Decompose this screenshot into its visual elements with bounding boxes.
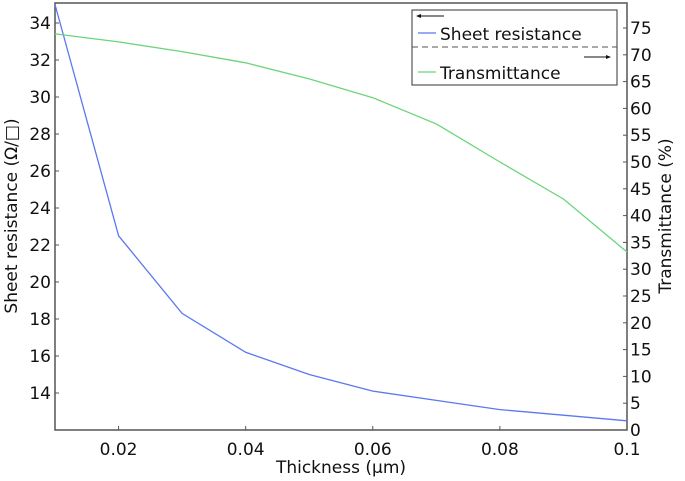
- legend-label-sheet-resistance: Sheet resistance: [440, 25, 582, 45]
- y-tick-label: 22: [29, 236, 51, 256]
- series-line-sheet-resistance: [54, 4, 628, 422]
- y-tick-label: 14: [29, 384, 51, 404]
- y2-tick-label: 5: [630, 394, 641, 414]
- y-tick-label: 20: [29, 273, 51, 293]
- plot-border: [54, 2, 628, 431]
- y2-tick-label: 0: [630, 421, 641, 441]
- y2-tick-label: 25: [630, 287, 652, 307]
- series-layer: [54, 4, 628, 422]
- x-tick-label: 0.04: [227, 440, 265, 460]
- y2-tick-label: 70: [630, 46, 652, 66]
- y2-tick-label: 15: [630, 341, 652, 361]
- x-axis: 0.02 0.04 0.06 0.08 0.1: [100, 426, 641, 460]
- y-tick-label: 34: [29, 14, 51, 34]
- y-axis-left-title: Sheet resistance (Ω/□): [2, 118, 22, 313]
- y2-tick-label: 45: [630, 180, 652, 200]
- x-tick-label: 0.08: [481, 440, 519, 460]
- y-tick-label: 18: [29, 310, 51, 330]
- right-arrow-head-icon: [606, 55, 611, 59]
- y-axis-left: 14 16 18 20 22 24 26 28 30 32 34: [29, 14, 59, 404]
- y2-tick-label: 65: [630, 73, 652, 93]
- x-axis-title: Thickness (µm): [275, 458, 406, 478]
- series-line-transmittance: [54, 33, 628, 253]
- x-tick-label: 0.02: [100, 440, 138, 460]
- legend-label-transmittance: Transmittance: [439, 64, 561, 84]
- y-tick-label: 28: [29, 125, 51, 145]
- y2-tick-label: 55: [630, 126, 652, 146]
- left-arrow-head-icon: [416, 14, 421, 18]
- plot-area: [54, 2, 628, 431]
- y2-tick-label: 60: [630, 99, 652, 119]
- y-tick-label: 24: [29, 199, 51, 219]
- y2-tick-label: 20: [630, 314, 652, 334]
- y2-tick-label: 35: [630, 233, 652, 253]
- x-tick-label: 0.1: [613, 440, 640, 460]
- y-tick-label: 32: [29, 51, 51, 71]
- y-axis-right-title: Transmittance (%): [656, 138, 676, 294]
- y2-tick-label: 50: [630, 153, 652, 173]
- y2-tick-label: 30: [630, 260, 652, 280]
- y-axis-right: 0 5 10 15 20 25 30 35 40 45 50 55 60 65 70 75: [623, 19, 652, 441]
- legend: Sheet resistance Transmittance: [411, 9, 618, 86]
- y-tick-label: 30: [29, 88, 51, 108]
- y2-tick-label: 10: [630, 367, 652, 387]
- y2-tick-label: 75: [630, 19, 652, 39]
- y2-tick-label: 40: [630, 207, 652, 227]
- y-tick-label: 26: [29, 162, 51, 182]
- y-tick-label: 16: [29, 347, 51, 367]
- x-tick-label: 0.06: [354, 440, 392, 460]
